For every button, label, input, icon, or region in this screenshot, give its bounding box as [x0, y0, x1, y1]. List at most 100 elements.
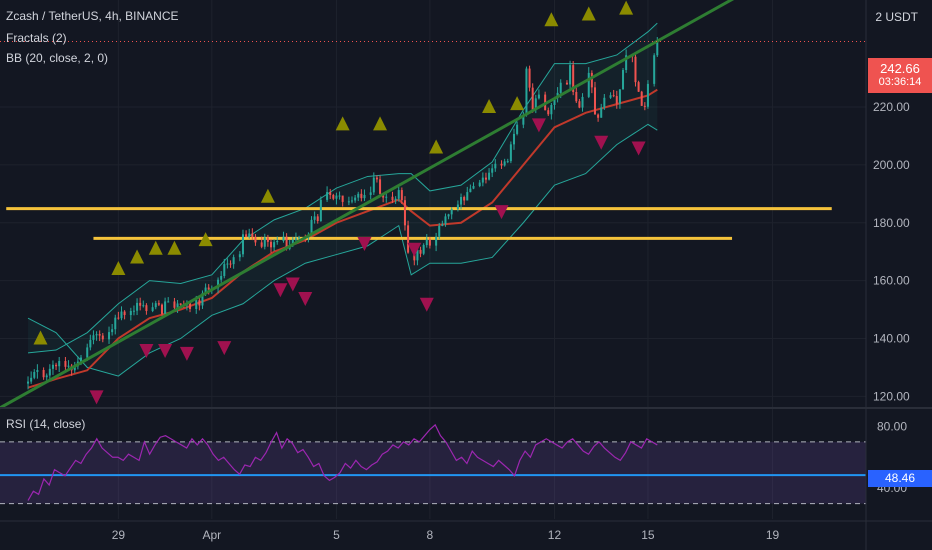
candle-body — [132, 310, 135, 312]
candle-body — [472, 186, 475, 189]
fractal-up-marker — [335, 116, 350, 131]
candle-body — [27, 381, 30, 384]
candle-body — [385, 196, 388, 198]
price-badge-value: 242.66 — [880, 61, 920, 76]
candle-body — [444, 216, 447, 225]
candle-body — [422, 245, 425, 254]
candle-body — [425, 239, 428, 246]
fractal-up-marker — [619, 0, 634, 15]
rsi-band-fill — [0, 441, 866, 504]
fractal-down-marker — [158, 344, 173, 359]
candle-body — [51, 364, 54, 369]
candle-body — [441, 224, 444, 226]
fractal-up-marker — [510, 96, 525, 111]
candle-body — [578, 101, 581, 108]
candle-body — [201, 293, 204, 306]
candle-body — [73, 366, 76, 371]
symbol-title[interactable]: Zcash / TetherUS, 4h, BINANCE — [6, 9, 179, 23]
candle-body — [241, 234, 244, 255]
candle-body — [129, 310, 132, 316]
candle-body — [397, 190, 400, 199]
candle-body — [220, 275, 223, 280]
candle-body — [154, 303, 157, 308]
candle-body — [276, 240, 279, 243]
candle-body — [92, 335, 95, 340]
candle-body — [512, 133, 516, 145]
candle-body — [313, 216, 316, 220]
time-tick-label: 8 — [427, 528, 434, 542]
candle-body — [245, 234, 248, 237]
candle-body — [653, 55, 656, 84]
candle-body — [108, 332, 111, 340]
candle-body — [260, 242, 263, 247]
candle-body — [254, 236, 257, 243]
price-tick-label: 140.00 — [873, 331, 910, 345]
fractal-down-marker — [531, 118, 546, 133]
fractal-up-marker — [148, 240, 163, 255]
fractal-down-marker — [273, 283, 288, 298]
candle-body — [270, 241, 273, 248]
candle-body — [282, 236, 285, 241]
candle-body — [291, 239, 294, 246]
candle-body — [625, 55, 628, 71]
fractal-down-marker — [298, 291, 313, 306]
candle-body — [522, 115, 525, 125]
candle-body — [618, 89, 621, 104]
candle-body — [319, 199, 322, 222]
candle-body — [145, 305, 148, 311]
trendline[interactable] — [0, 0, 757, 410]
price-tick-label: 180.00 — [873, 216, 910, 230]
price-countdown: 03:36:14 — [878, 76, 922, 88]
candle-body — [179, 303, 182, 305]
candle-body — [229, 263, 232, 265]
candle-body — [600, 107, 603, 118]
candle-body — [285, 236, 288, 249]
price-tick-label: 120.00 — [873, 389, 910, 403]
candle-body — [656, 41, 659, 56]
candle-body — [569, 65, 572, 85]
bb-lower-line — [27, 123, 658, 377]
fractal-up-marker — [482, 99, 497, 114]
candle-body — [375, 177, 378, 180]
fractal-up-marker — [429, 139, 444, 154]
fractal-down-marker — [179, 346, 194, 361]
candle-body — [391, 196, 394, 201]
candle-body — [506, 161, 509, 163]
fractal-down-marker — [407, 242, 422, 257]
fractal-down-marker — [139, 344, 154, 359]
candle-body — [67, 365, 70, 367]
time-tick-label: Apr — [202, 528, 221, 542]
candle-body — [326, 192, 329, 200]
price-tick-label: 200.00 — [873, 158, 910, 172]
price-tick-label: 220.00 — [873, 100, 910, 114]
bb-indicator-label[interactable]: BB (20, close, 2, 0) — [6, 51, 109, 65]
candle-body — [136, 302, 139, 311]
candle-body — [354, 197, 357, 201]
candle-body — [120, 311, 123, 319]
currency-label[interactable]: 2 USDT — [875, 10, 918, 24]
candle-body — [347, 201, 350, 203]
fractal-up-marker — [373, 116, 388, 131]
candle-body — [332, 194, 335, 199]
candle-body — [615, 96, 618, 104]
candle-body — [491, 168, 494, 173]
fractals — [33, 0, 646, 405]
candle-body — [341, 195, 344, 202]
fractal-down-marker — [594, 135, 609, 150]
fractals-indicator-label[interactable]: Fractals (2) — [6, 31, 67, 45]
rsi-indicator-label[interactable]: RSI (14, close) — [6, 417, 86, 431]
candle-body — [248, 233, 251, 237]
candle-body — [450, 209, 453, 215]
candle-body — [609, 95, 612, 98]
support-levels[interactable] — [6, 207, 832, 240]
candle-body — [637, 82, 640, 92]
candle-body — [36, 369, 39, 373]
candle-body — [531, 87, 534, 110]
fractal-down-marker — [285, 277, 300, 292]
candle-body — [372, 177, 375, 193]
candle-body — [419, 249, 422, 254]
candle-body — [298, 237, 301, 239]
